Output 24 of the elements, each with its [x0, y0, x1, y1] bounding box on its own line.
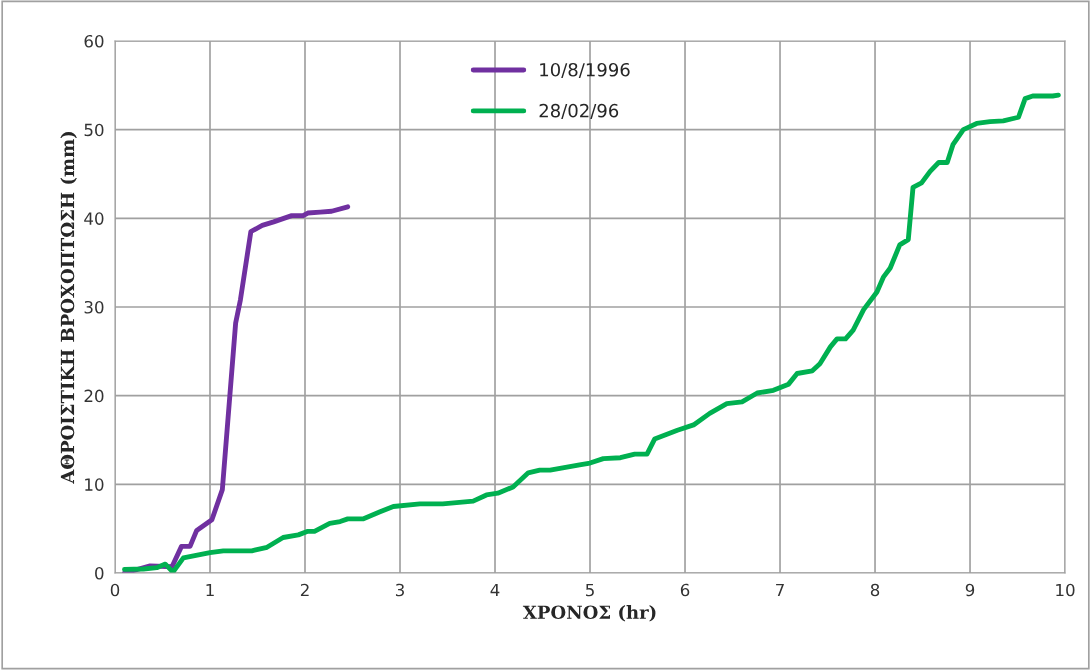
- x-tick-label: 8: [870, 583, 880, 597]
- y-tick-label: 60: [84, 34, 104, 48]
- line-series: [122, 204, 351, 573]
- y-tick-label: 0: [95, 566, 104, 580]
- line-series: [122, 92, 1061, 573]
- x-tick-label: 4: [490, 583, 500, 597]
- y-tick-label: 20: [84, 389, 104, 403]
- x-tick-label: 1: [206, 583, 214, 597]
- x-tick-label: 3: [395, 583, 404, 597]
- x-tick-label: 10: [1056, 583, 1075, 597]
- x-tick-label: 9: [965, 583, 975, 597]
- x-tick-label: 7: [776, 583, 784, 597]
- y-tick-label: 50: [84, 123, 104, 137]
- y-tick-label: 10: [85, 478, 104, 491]
- y-tick-label: 30: [84, 300, 104, 314]
- x-tick-label: 5: [586, 583, 594, 597]
- x-tick-label: 0: [110, 583, 120, 597]
- x-tick-label: 6: [680, 583, 690, 597]
- y-tick-label: 40: [84, 212, 104, 225]
- x-tick-label: 2: [300, 583, 309, 597]
- x-axis-title: ΧΡΟΝΟΣ (hr): [522, 605, 656, 622]
- legend-label: 10/8/1996: [540, 62, 630, 78]
- legend-label: 28/02/96: [539, 103, 619, 119]
- y-axis-title: ΑΘΡΟΙΣΤΙΚΗ ΒΡΟΧΟΠΤΩΣΗ (mm): [60, 132, 77, 484]
